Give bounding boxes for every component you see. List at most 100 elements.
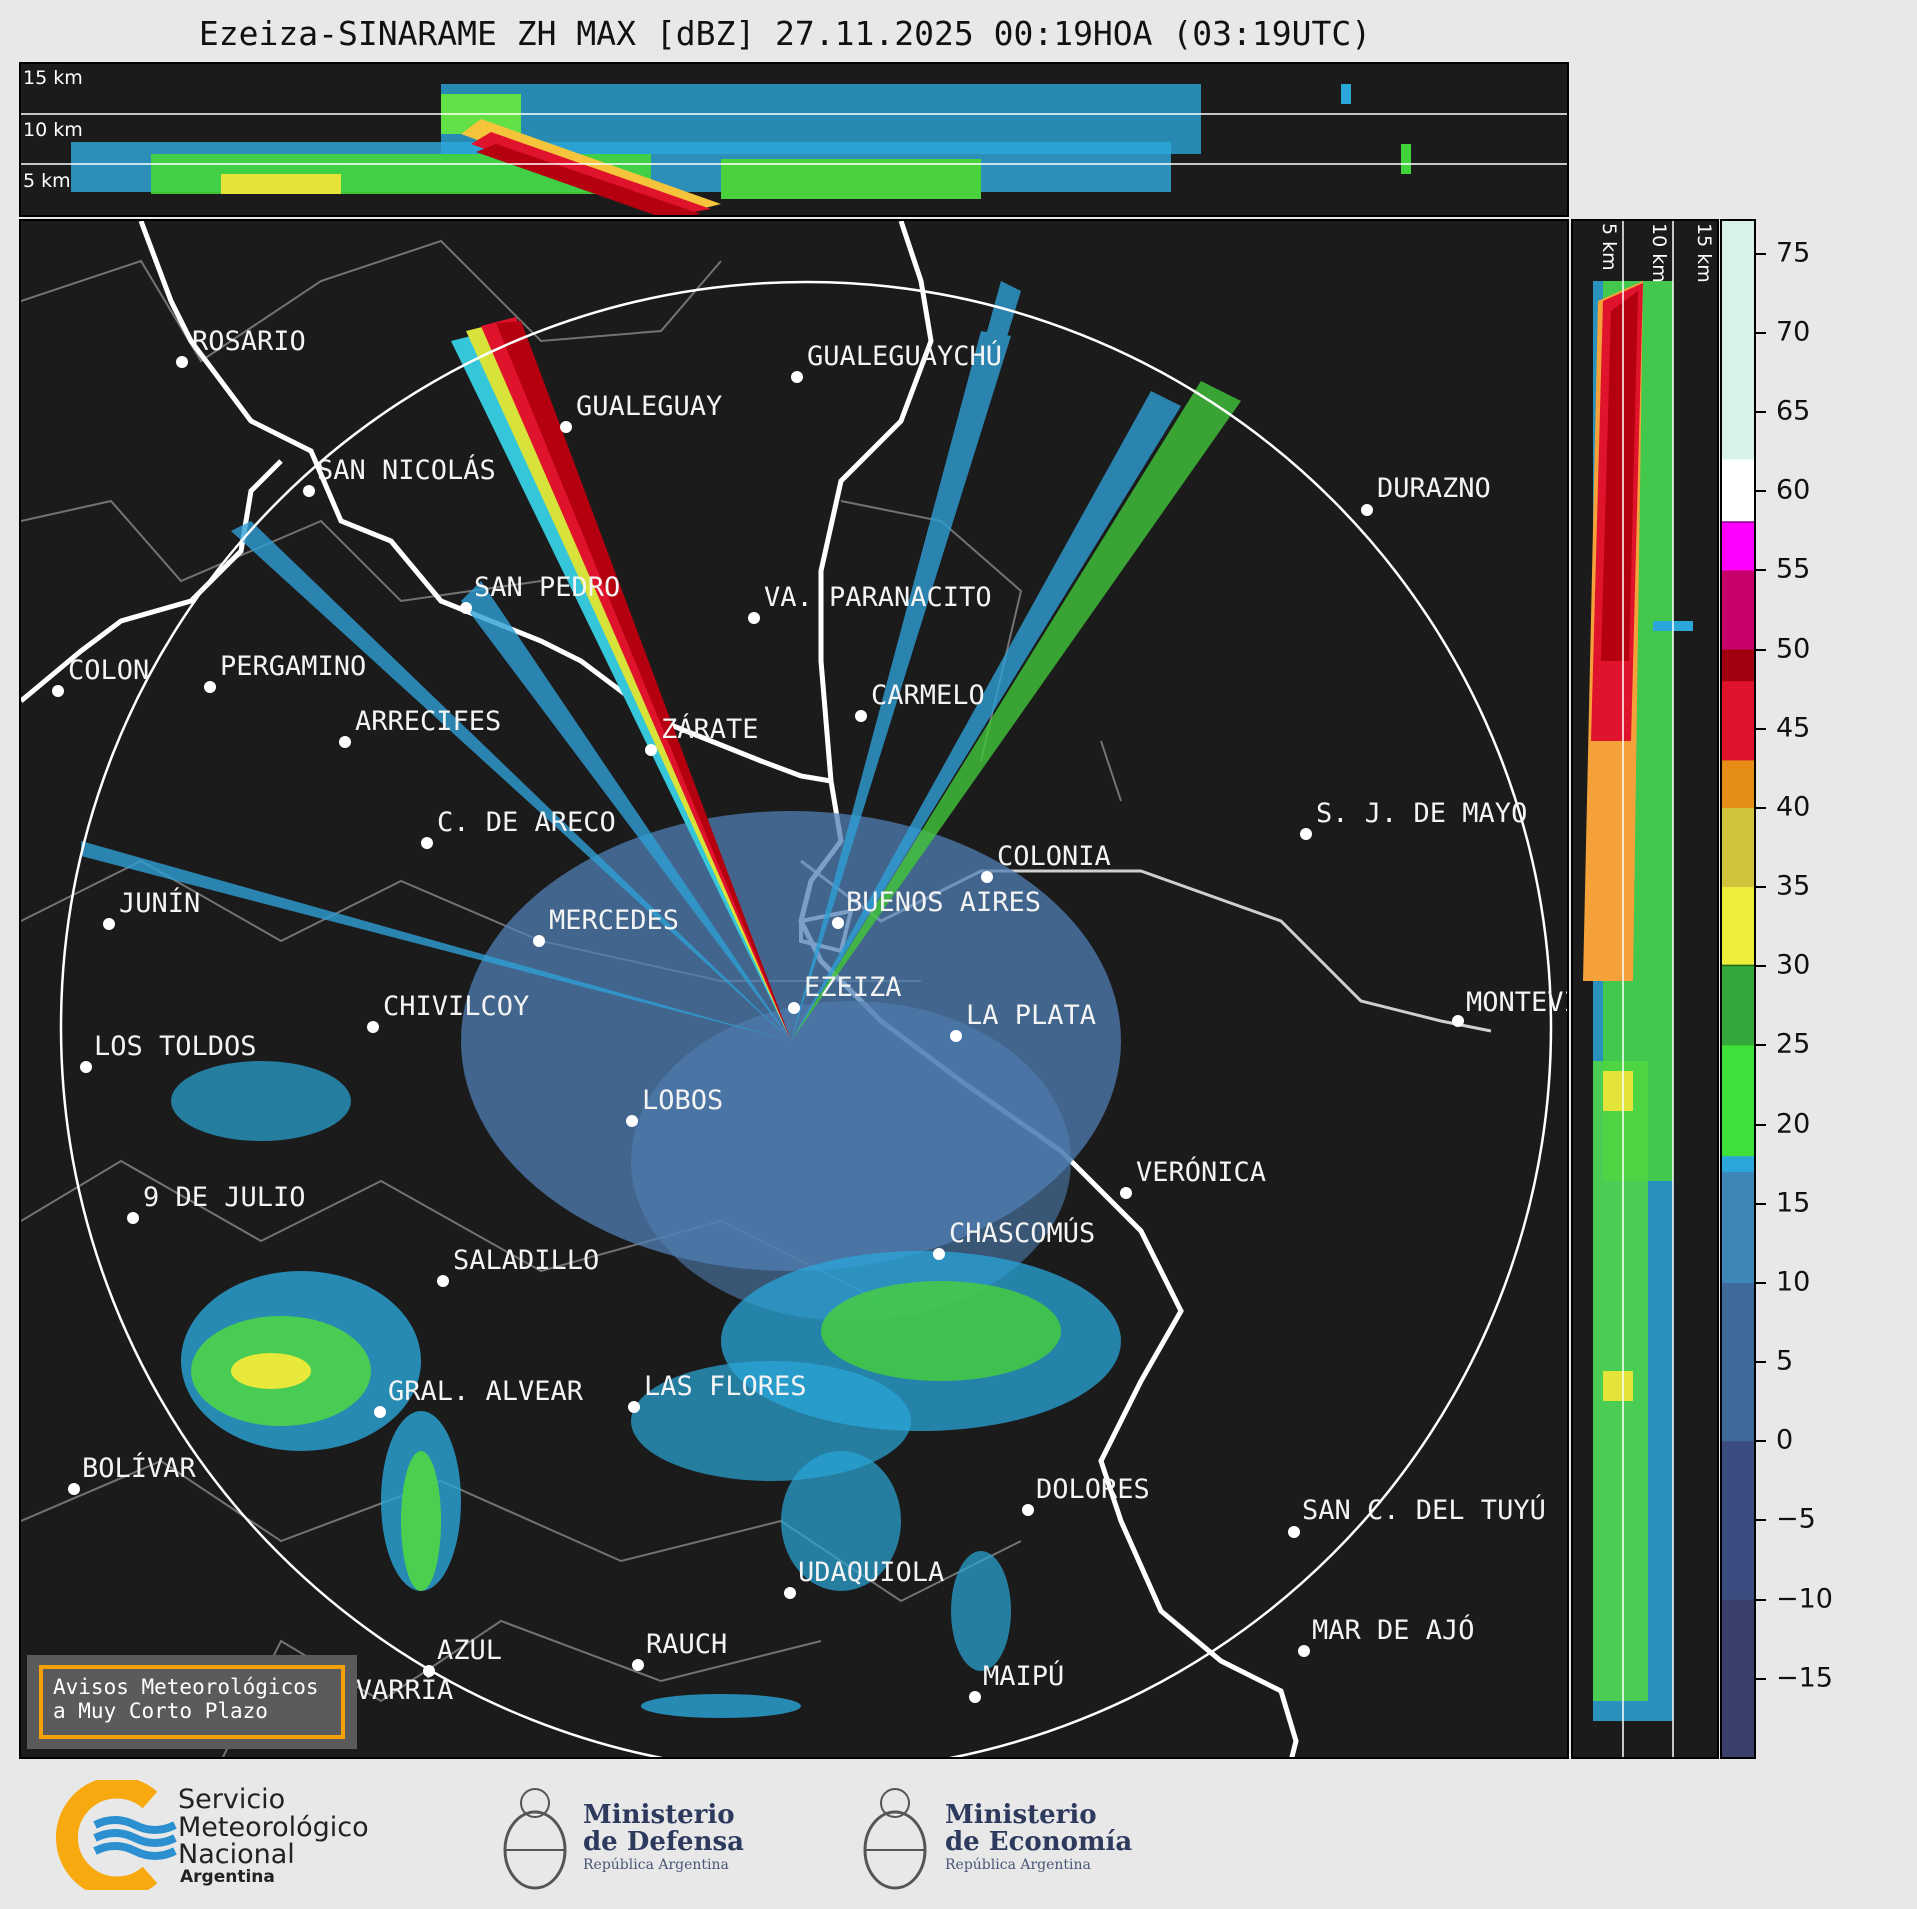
side-cross-section-panel: 5 km 10 km 15 km — [1571, 219, 1719, 1759]
city-label-chivilcoy: CHIVILCOY — [383, 991, 530, 1022]
colorbar-tick — [1756, 1519, 1766, 1522]
radar-map[interactable]: ROSARIO GUALEGUAYCHÚ GUALEGUAY SAN NICOL… — [19, 219, 1569, 1759]
city-dot-udaquiola — [784, 1587, 796, 1599]
smn-logo-text: Servicio Meteorológico Nacional Argentin… — [178, 1786, 369, 1886]
city-label-los-toldos: LOS TOLDOS — [94, 1031, 257, 1062]
city-dot-arrecifes — [339, 736, 351, 748]
colorbar-tick-label: −5 — [1776, 1503, 1816, 1535]
city-label-colonia: COLONIA — [997, 841, 1111, 872]
city-label-azul: AZUL — [437, 1635, 503, 1666]
chart-title: Ezeiza-SINARAME ZH MAX [dBZ] 27.11.2025 … — [198, 14, 1372, 53]
city-label-durazno: DURAZNO — [1377, 473, 1491, 504]
colorbar-segment — [1722, 569, 1754, 650]
city-label-lobos: LOBOS — [642, 1085, 724, 1116]
colorbar-tick — [1756, 331, 1766, 334]
economia-logo-text: Ministerio de Economía República Argenti… — [945, 1801, 1133, 1873]
city-dot-maipu — [969, 1691, 981, 1703]
city-label-mercedes: MERCEDES — [549, 905, 680, 936]
colorbar-tick-label: −10 — [1776, 1583, 1833, 1615]
city-dot-carmelo — [855, 710, 867, 722]
smn-line1: Servicio — [178, 1784, 286, 1815]
defensa-line2: de Defensa — [583, 1827, 744, 1858]
colorbar-tick — [1756, 806, 1766, 809]
defensa-seal-icon — [503, 1788, 567, 1890]
colorbar-tick-label: 70 — [1776, 316, 1811, 348]
colorbar-segment — [1722, 520, 1754, 523]
city-label-las-flores: LAS FLORES — [644, 1371, 807, 1402]
defensa-line3: República Argentina — [583, 1856, 729, 1873]
colorbar-tick-label: 50 — [1776, 633, 1811, 665]
colorbar-tick — [1756, 1202, 1766, 1205]
city-label-junin: JUNÍN — [119, 888, 201, 919]
city-label-buenos-aires: BUENOS AIRES — [846, 887, 1042, 918]
colorbar-tick — [1756, 569, 1766, 572]
colorbar-tick-label: 75 — [1776, 237, 1811, 269]
colorbar-segment — [1722, 1598, 1754, 1757]
city-label-maipu: MAIPÚ — [983, 1661, 1065, 1692]
colorbar-segment — [1722, 1155, 1754, 1173]
colorbar-tick — [1756, 886, 1766, 889]
colorbar-segment — [1722, 965, 1754, 1046]
avisos-badge-frame: Avisos Meteorológicos a Muy Corto Plazo — [39, 1665, 345, 1739]
city-dot-lobos — [626, 1115, 638, 1127]
side-alt-label-5km: 5 km — [1598, 223, 1620, 271]
city-dot-saladillo — [437, 1275, 449, 1287]
city-label-arrecifes: ARRECIFES — [355, 706, 502, 737]
city-dot-las-flores — [628, 1401, 640, 1413]
colorbar-tick — [1756, 252, 1766, 255]
city-dot-durazno — [1361, 504, 1373, 516]
city-dot-rauch — [632, 1659, 644, 1671]
colorbar-tick — [1756, 648, 1766, 651]
city-label-ezeiza: EZEIZA — [804, 972, 902, 1003]
smn-line4: Argentina — [180, 1866, 275, 1887]
city-label-montevideo-clip: MONTEVIDEO — [1421, 989, 1567, 1016]
city-label-9-de-julio: 9 DE JULIO — [143, 1182, 306, 1213]
economia-line2: de Economía — [945, 1827, 1133, 1858]
economia-line3: República Argentina — [945, 1856, 1091, 1873]
city-label-udaquiola: UDAQUIOLA — [798, 1557, 945, 1588]
colorbar-tick — [1756, 1044, 1766, 1047]
colorbar-segment — [1722, 806, 1754, 888]
colorbar-tick-label: −15 — [1776, 1662, 1833, 1694]
top-cross-section-plot — [21, 84, 1567, 215]
colorbar-tick-label: 60 — [1776, 474, 1811, 506]
city-label-chascomus: CHASCOMÚS — [949, 1218, 1096, 1249]
city-dot-ezeiza — [788, 1002, 800, 1014]
city-label-rauch: RAUCH — [646, 1629, 728, 1660]
alt-label-5km: 5 km — [23, 170, 71, 192]
colorbar-segment — [1722, 1440, 1754, 1600]
colorbar-tick — [1756, 490, 1766, 493]
colorbar-segment — [1722, 963, 1754, 967]
colorbar-segment — [1722, 458, 1754, 522]
colorbar-tick — [1756, 965, 1766, 968]
city-dot-azul — [423, 1665, 435, 1677]
city-label-veronica: VERÓNICA — [1136, 1157, 1267, 1188]
colorbar-tick-label: 45 — [1776, 712, 1811, 744]
city-dot-chascomus — [933, 1248, 945, 1260]
alt-label-15km: 15 km — [23, 67, 83, 89]
colorbar-segment — [1722, 680, 1754, 761]
city-dot-9-de-julio — [127, 1212, 139, 1224]
city-dot-va-paranacito — [748, 612, 760, 624]
avisos-badge[interactable]: Avisos Meteorológicos a Muy Corto Plazo — [27, 1655, 357, 1749]
city-label-la-plata: LA PLATA — [966, 1000, 1097, 1031]
alt-label-10km: 10 km — [23, 119, 83, 141]
side-cross-section-plot — [1583, 221, 1693, 1757]
colorbar-tick-label: 65 — [1776, 395, 1811, 427]
city-label-montevideo: MONTEVIDEO — [1466, 989, 1567, 1016]
colorbar-tick-label: 10 — [1776, 1266, 1811, 1298]
colorbar-segment — [1722, 1044, 1754, 1157]
city-dot-chivilcoy — [367, 1021, 379, 1033]
city-dot-zarate — [645, 744, 657, 756]
city-label-san-pedro: SAN PEDRO — [474, 572, 621, 603]
colorbar-tick — [1756, 727, 1766, 730]
colorbar-tick-label: 30 — [1776, 949, 1811, 981]
colorbar-tick — [1756, 1440, 1766, 1443]
colorbar-tick-label: 15 — [1776, 1187, 1811, 1219]
colorbar — [1720, 219, 1756, 1759]
smn-line2: Meteorológico — [178, 1811, 369, 1843]
colorbar-tick-label: 35 — [1776, 870, 1811, 902]
colorbar-tick-label: 40 — [1776, 791, 1811, 823]
colorbar-gradient — [1722, 221, 1754, 1757]
city-dot-colon — [52, 685, 64, 697]
